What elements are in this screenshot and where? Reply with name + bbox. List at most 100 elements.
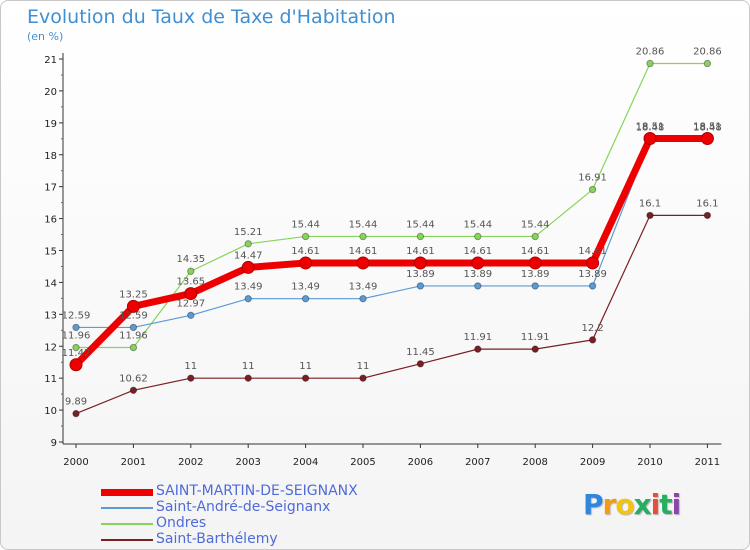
data-label: 15.44 [291,219,320,230]
data-point [244,374,252,382]
data-point [359,374,367,382]
data-point [72,409,80,418]
data-point [531,345,539,353]
data-label: 15.21 [234,227,263,238]
data-label: 13.89 [578,269,607,280]
data-point [72,343,80,352]
x-tick-label: 2009 [580,457,605,468]
logo-letter: i [650,488,661,521]
data-label: 12.59 [119,310,148,321]
data-label: 15.44 [406,219,435,230]
data-point [700,131,714,145]
data-label: 11 [242,361,255,372]
data-label: 12.59 [62,310,91,321]
data-label: 20.86 [636,46,665,57]
x-tick-label: 2011 [695,457,720,468]
data-label: 18.48 [693,122,722,133]
x-tick-label: 2000 [63,457,88,468]
data-point [69,358,83,372]
data-point [646,211,654,220]
data-label: 20.86 [693,46,722,57]
data-point [416,232,425,241]
y-tick-label: 11 [44,374,57,385]
chart-unit: (en %) [27,30,64,43]
data-label: 18.51 [693,121,722,132]
data-label: 13.89 [521,269,550,280]
data-label: 13.49 [291,282,320,293]
data-point [531,282,539,290]
data-point [474,232,482,241]
data-label: 18.51 [636,121,665,132]
data-label: 11.91 [463,332,492,343]
logo-letter: t [659,488,672,521]
legend-label: Ondres [156,515,207,531]
data-label: 14.61 [521,246,550,257]
data-label: 11.91 [521,332,550,343]
data-point [129,323,138,332]
proxiti-logo: Proxiti [583,488,681,521]
x-tick-label: 2003 [235,457,260,468]
data-point [187,374,195,382]
data-label: 13.89 [463,269,492,280]
y-tick-label: 10 [44,406,57,417]
data-point [416,360,425,368]
data-point [474,345,482,353]
data-label: 14.61 [463,246,492,257]
data-point [301,374,310,382]
data-label: 11 [299,361,312,372]
data-label: 15.44 [463,219,492,230]
data-label: 14.35 [176,254,205,265]
chart-title: Evolution du Taux de Taxe d'Habitation [27,6,396,28]
data-label: 16.1 [639,198,661,209]
y-tick-label: 15 [44,247,57,258]
data-label: 12.2 [581,323,603,334]
logo-letter: x [633,488,652,521]
x-tick-label: 2010 [637,457,662,468]
data-point [356,256,370,270]
y-tick-label: 18 [44,151,57,162]
data-label: 11.42 [62,348,91,359]
data-label: 13.49 [234,282,263,293]
data-point [301,294,310,303]
y-tick-label: 14 [44,278,57,289]
data-point [588,185,597,194]
data-point [187,267,195,275]
y-tick-label: 9 [51,438,57,449]
data-label: 11.96 [62,331,91,342]
x-tick-label: 2008 [522,457,547,468]
data-label: 11 [184,361,197,372]
data-label: 13.49 [349,282,378,293]
data-label: 12.97 [176,298,205,309]
logo-letter: o [615,488,634,521]
series-line-3 [75,214,709,415]
data-point [531,232,539,241]
data-label: 15.44 [349,219,378,230]
data-point [471,256,485,270]
data-point [643,131,657,145]
data-label: 11.96 [119,331,148,342]
data-point [474,282,482,290]
data-point [413,256,427,270]
logo-letter: P [583,488,604,521]
data-label: 16.1 [696,198,718,209]
data-point [588,336,597,344]
data-label: 11.45 [406,347,435,358]
series-line-1 [75,138,709,329]
data-point [126,299,140,313]
data-point [72,323,80,332]
data-label: 14.47 [234,250,263,261]
data-point [528,256,542,270]
y-tick-label: 17 [44,183,57,194]
series-line-2 [75,62,709,349]
data-point [244,240,252,248]
y-tick-label: 16 [44,215,57,226]
x-tick-label: 2001 [121,457,146,468]
y-tick-label: 21 [44,55,57,66]
data-point [299,256,313,270]
data-point [241,260,255,274]
y-tick-label: 19 [44,119,57,130]
x-tick-label: 2007 [465,457,490,468]
data-label: 18.48 [636,122,665,133]
x-tick-label: 2005 [350,457,375,468]
